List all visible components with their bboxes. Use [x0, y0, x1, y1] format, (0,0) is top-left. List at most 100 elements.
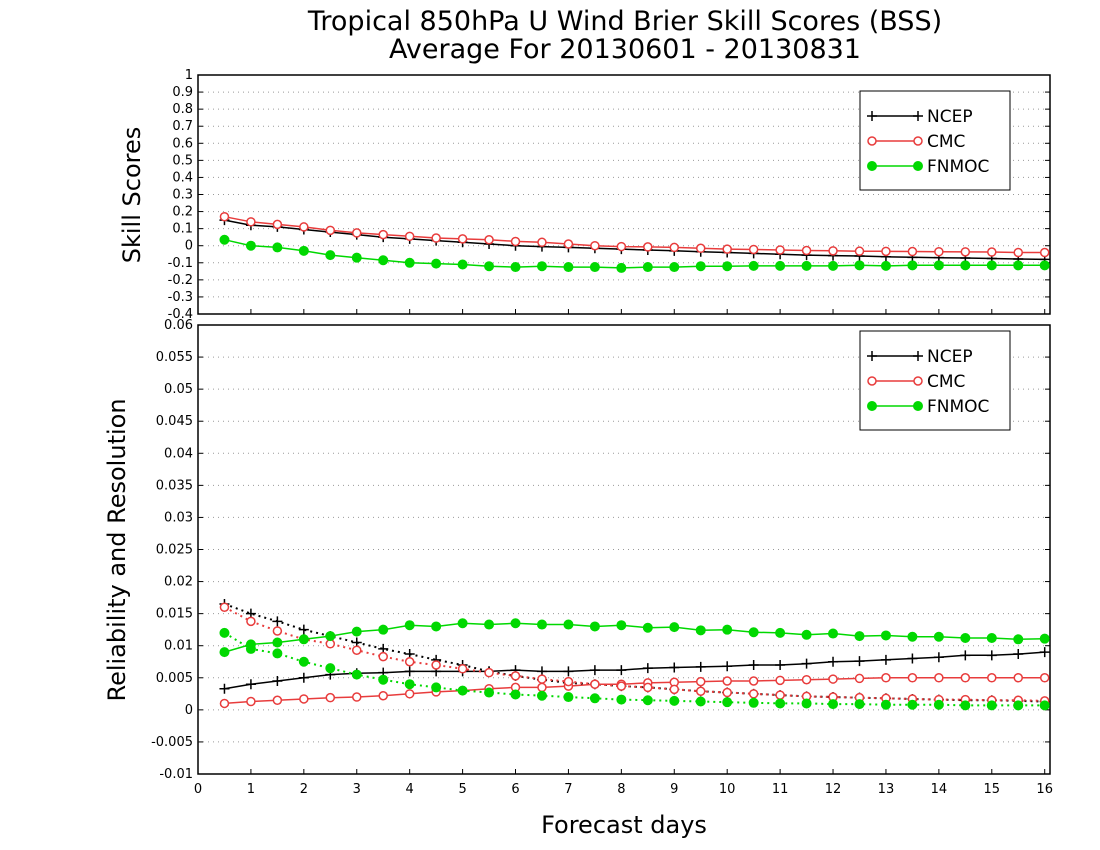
data-point	[986, 260, 997, 271]
data-point	[722, 661, 733, 672]
data-point	[563, 619, 574, 630]
series-cmc-dotted	[219, 602, 1050, 706]
y-tick-label: 0.5	[172, 153, 193, 168]
data-point	[536, 690, 547, 701]
chart-subtitle: Average For 20130601 - 20130831	[389, 34, 861, 65]
data-point	[272, 637, 283, 648]
x-tick-label: 13	[878, 782, 895, 797]
legend: NCEP CMC FNMOC	[859, 330, 1011, 431]
data-point	[219, 211, 230, 222]
y-tick-label: -0.2	[168, 273, 193, 288]
x-tick-label: 6	[511, 782, 519, 797]
data-point	[245, 643, 256, 654]
data-point	[642, 695, 653, 706]
data-point	[219, 647, 230, 658]
data-point	[933, 260, 944, 271]
data-point	[219, 683, 230, 694]
data-point	[801, 658, 812, 669]
data-point	[854, 673, 865, 684]
data-point	[325, 692, 336, 703]
data-point	[907, 260, 918, 271]
legend-label: FNMOC	[927, 397, 989, 417]
chart-title: Tropical 850hPa U Wind Brier Skill Score…	[307, 6, 942, 37]
x-tick-label: 12	[825, 782, 842, 797]
data-point	[748, 244, 759, 255]
data-point	[775, 675, 785, 686]
data-point	[695, 243, 706, 254]
y-tick-label: 0.005	[156, 671, 193, 686]
y-tick-label: -0.3	[168, 290, 193, 305]
data-point	[1039, 260, 1050, 271]
legend-item-fnmoc: FNMOC	[867, 397, 989, 417]
data-point	[563, 666, 574, 677]
data-point	[907, 673, 918, 683]
data-point	[510, 671, 521, 681]
data-point	[748, 659, 759, 670]
data-point	[801, 674, 812, 685]
x-tick-label: 8	[617, 782, 625, 797]
data-point	[722, 687, 732, 698]
data-point	[881, 246, 891, 257]
data-point	[828, 260, 839, 271]
data-point	[219, 698, 230, 709]
data-point	[854, 656, 865, 667]
data-point	[748, 676, 759, 686]
legend-label: NCEP	[927, 347, 973, 367]
y-tick-label: 0.3	[172, 188, 193, 203]
data-point	[484, 687, 495, 698]
data-point	[642, 262, 653, 273]
data-point	[590, 679, 600, 689]
data-point	[1013, 649, 1024, 660]
data-point	[272, 675, 283, 686]
data-point	[801, 245, 812, 256]
data-point	[722, 244, 732, 254]
series-line	[224, 219, 1045, 261]
data-point	[933, 631, 944, 642]
data-point	[246, 616, 256, 627]
data-point	[775, 627, 786, 638]
legend-item-cmc: CMC	[867, 132, 965, 152]
data-point	[986, 633, 997, 644]
data-point	[960, 247, 971, 257]
series-line	[224, 677, 1045, 705]
data-point	[457, 618, 468, 629]
data-point	[325, 631, 336, 642]
data-point	[801, 260, 812, 271]
data-point	[378, 690, 388, 701]
data-point	[378, 651, 388, 662]
x-tick-label: 1	[247, 782, 255, 797]
data-point	[352, 228, 362, 238]
data-point	[775, 659, 786, 670]
y-axis-label: Skill Scores	[118, 127, 146, 264]
series-line	[224, 622, 1045, 653]
skill-score-panel: 1 0.9 0.8 0.7 0.6 0.5 0.4 0.3 0.2 0.1 0 -0.1 -0.2 -0.…	[118, 68, 1051, 322]
data-point	[616, 665, 627, 676]
data-point	[854, 246, 865, 256]
data-point	[563, 262, 574, 273]
data-point	[219, 602, 230, 612]
data-point	[775, 245, 785, 255]
data-point	[325, 663, 336, 674]
data-point	[828, 674, 838, 684]
y-ticks: 0.06 0.055 0.05 0.045 0.04 0.035 0.03 0.025 0.02…	[151, 318, 1050, 782]
x-tick-label: 3	[353, 782, 361, 797]
data-point	[1013, 634, 1024, 645]
data-point	[431, 621, 442, 632]
reliability-resolution-panel: 0.060.0550.050.0450.040.0350.030.0250.02…	[103, 318, 1053, 839]
data-point	[722, 261, 733, 272]
y-tick-label: -0.1	[168, 256, 193, 271]
data-point	[913, 351, 923, 361]
data-point	[272, 648, 283, 659]
data-point	[669, 242, 680, 253]
legend-label: NCEP	[927, 107, 973, 127]
data-point	[325, 225, 336, 236]
data-point	[246, 217, 256, 227]
data-point	[351, 252, 362, 263]
data-point	[616, 262, 627, 273]
series-fnmoc	[219, 618, 1050, 658]
series-fnmoc-dotted	[219, 627, 1050, 711]
legend-item-ncep: NCEP	[867, 347, 973, 367]
data-point	[987, 247, 997, 257]
x-tick-label: 9	[670, 782, 678, 797]
data-point	[589, 262, 600, 273]
